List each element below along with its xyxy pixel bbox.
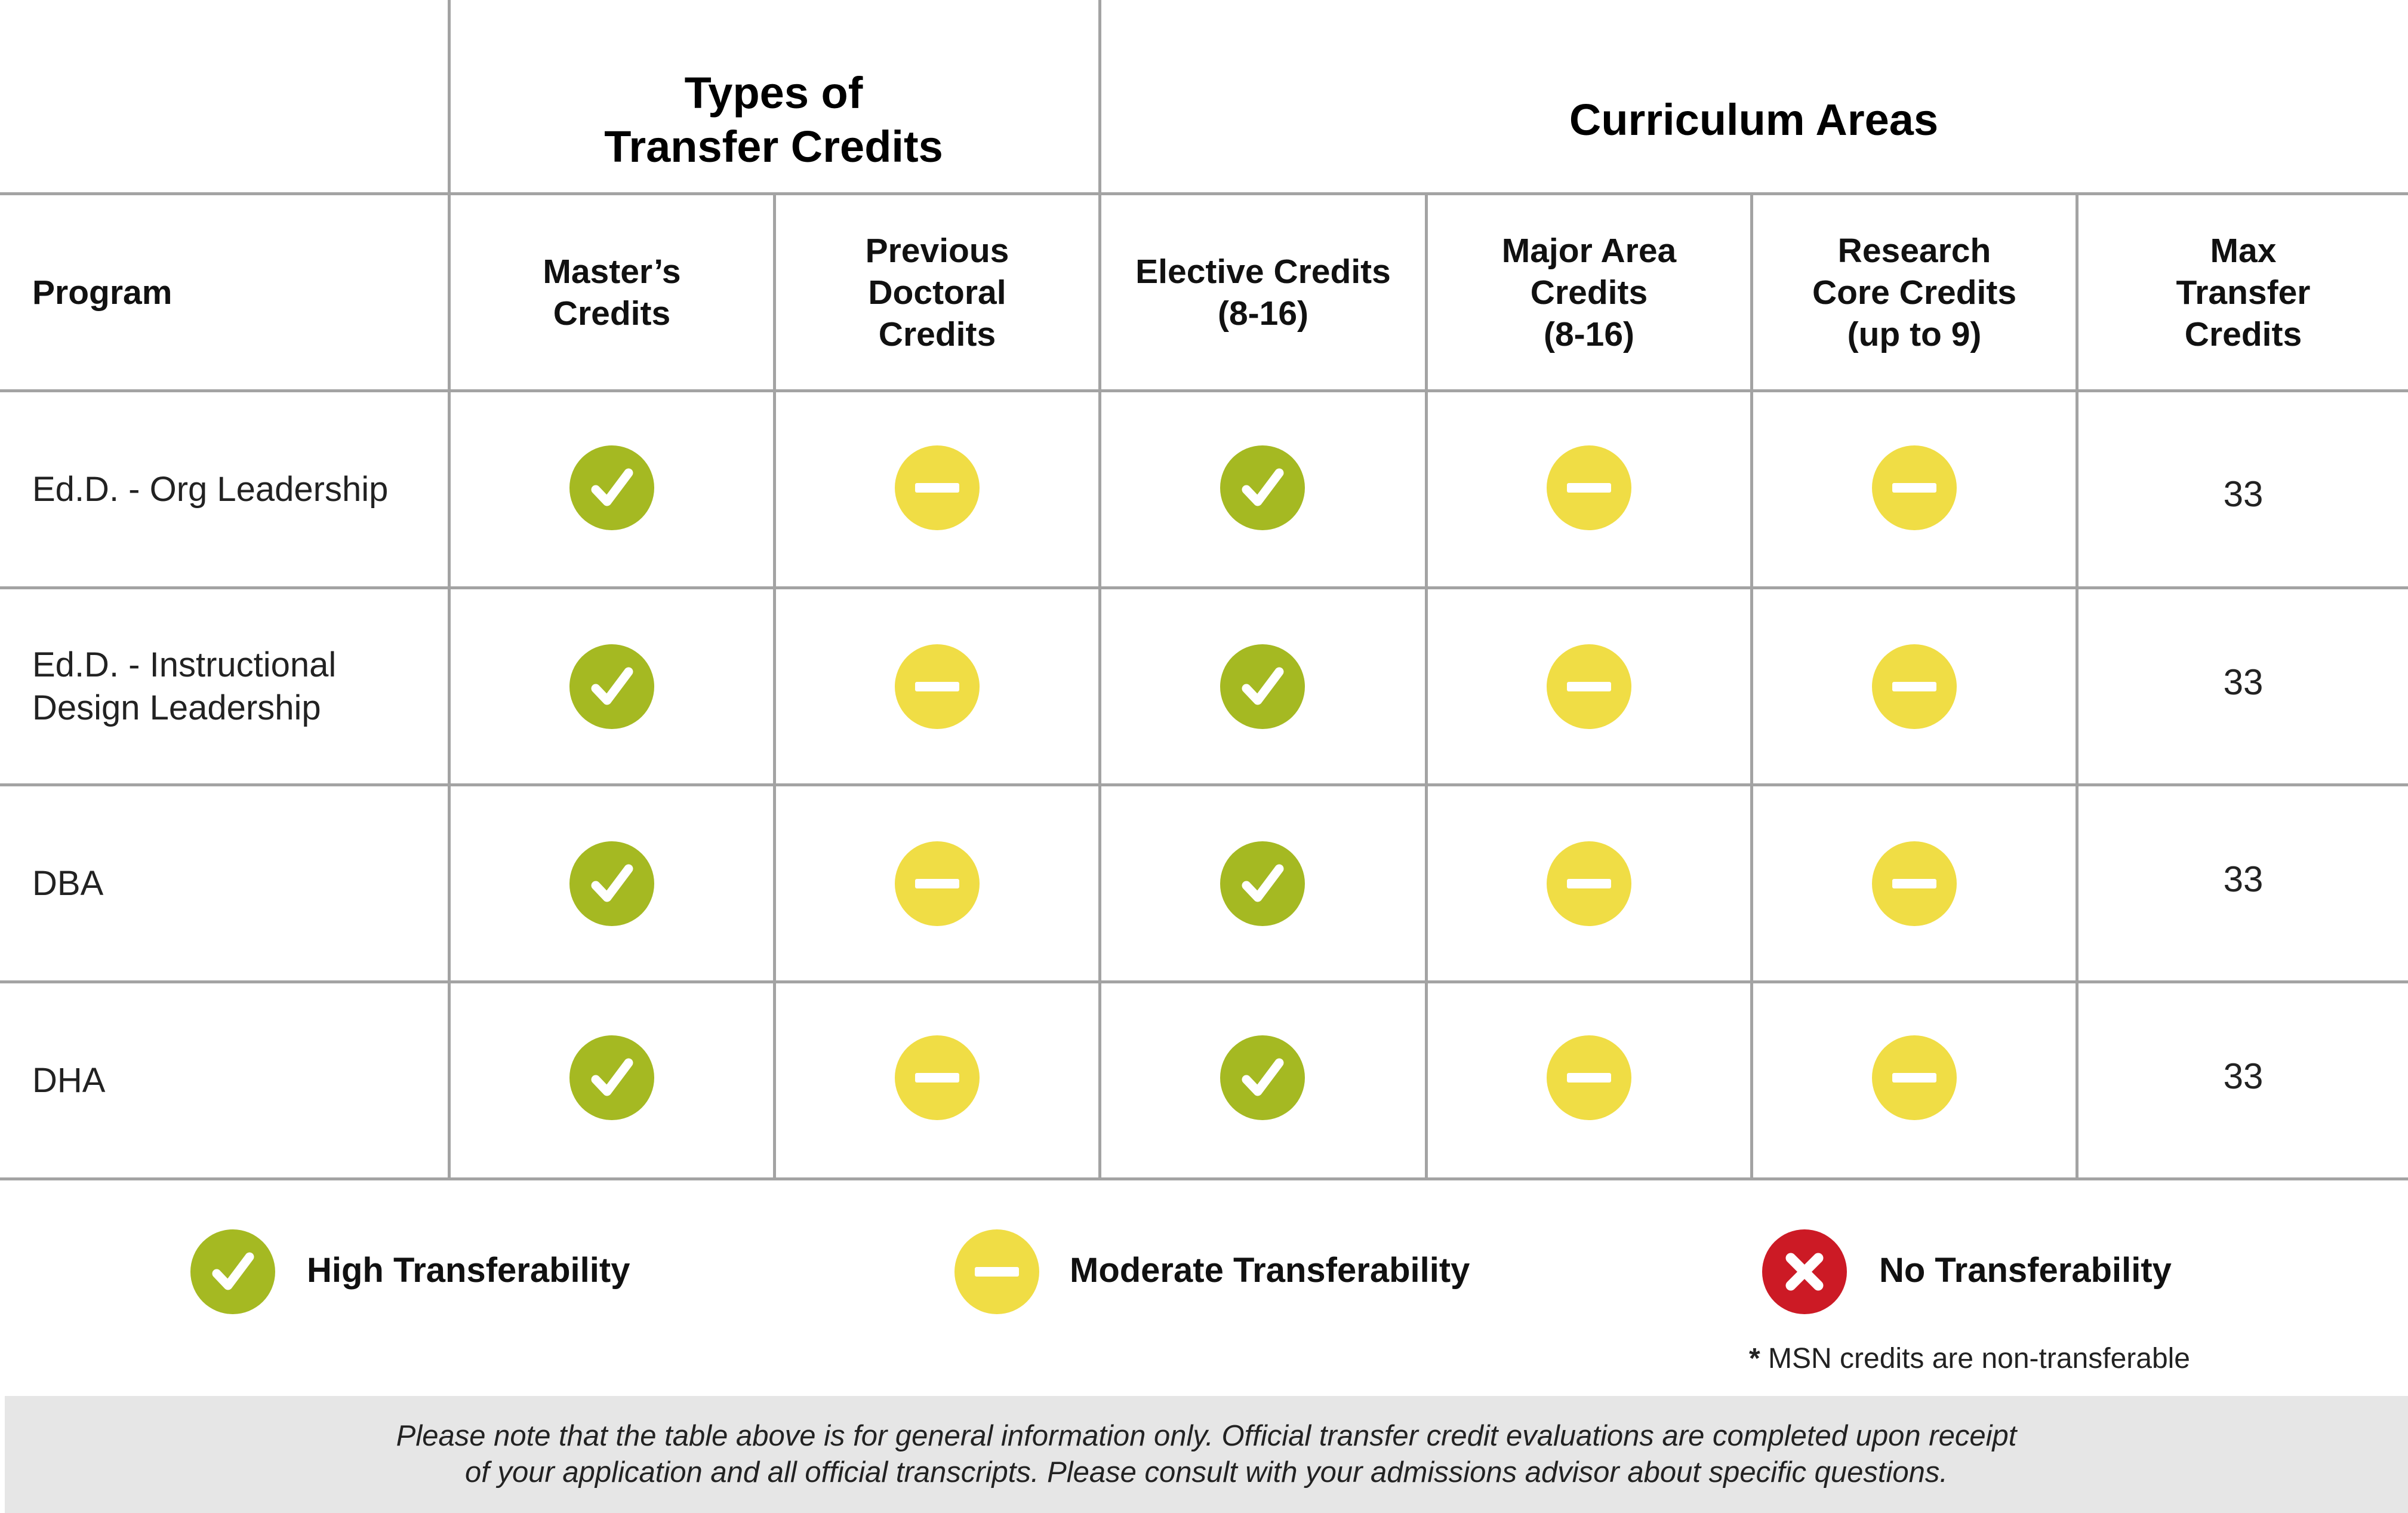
minus-icon [1872,644,1957,729]
minus-icon [1547,841,1631,926]
grid-line [0,586,2408,589]
minus-icon [1547,644,1631,729]
check-icon [569,644,654,729]
grid-line [1098,0,1101,1180]
grid-line [0,389,2408,392]
program-name: DBA [32,863,104,903]
column-header-major-area: Major Area Credits (8-16) [1501,231,1677,353]
check-icon [1220,841,1305,926]
minus-icon [1547,1035,1631,1120]
minus-icon [1547,445,1631,530]
column-header-elective: Elective Credits (8-16) [1135,252,1391,333]
program-name: Ed.D. - Instructional Design Leadership [32,645,337,727]
minus-icon [1872,1035,1957,1120]
disclaimer-text: Please note that the table above is for … [396,1420,2017,1489]
grid-line [448,0,451,1180]
program-name: Ed.D. - Org Leadership [32,469,389,509]
footnote-text: MSN credits are non-transferable [1760,1343,2190,1374]
group-heading-types: Types of Transfer Credits [604,68,943,171]
column-header-max-transfer: Max Transfer Credits [2176,231,2311,353]
grid-line [0,192,2408,195]
grid-line [2076,192,2078,1180]
legend-label-high: High Transferability [307,1251,630,1290]
minus-icon [895,1035,980,1120]
minus-icon [895,644,980,729]
check-icon [1220,1035,1305,1120]
legend-label-moderate: Moderate Transferability [1070,1251,1470,1290]
check-icon [569,841,654,926]
check-icon [569,445,654,530]
check-icon [190,1229,275,1314]
grid-line [0,783,2408,786]
x-icon [1762,1229,1847,1314]
column-header-program: Program [32,273,173,312]
column-header-previous-doctoral: Previous Doctoral Credits [865,231,1009,353]
check-icon [1220,644,1305,729]
footnote: * MSN credits are non-transferable [1749,1342,2190,1375]
grid-line [1425,192,1428,1180]
minus-icon [895,445,980,530]
check-icon [569,1035,654,1120]
grid-line [773,192,776,1180]
max-transfer-value: 33 [2223,473,2264,514]
grid-line [0,1177,2408,1180]
minus-icon [1872,445,1957,530]
max-transfer-value: 33 [2223,662,2264,702]
grid-line [1750,192,1753,1180]
disclaimer-band: Please note that the table above is for … [5,1396,2408,1513]
group-heading-curriculum: Curriculum Areas [1569,95,1939,144]
minus-icon [895,841,980,926]
program-name: DHA [32,1060,106,1100]
column-header-research-core: Research Core Credits (up to 9) [1812,231,2017,353]
check-icon [1220,445,1305,530]
grid-line [0,980,2408,983]
legend-label-none: No Transferability [1879,1251,2172,1290]
column-header-masters: Master’s Credits [543,252,681,333]
max-transfer-value: 33 [2223,1056,2264,1096]
minus-icon [954,1229,1039,1314]
minus-icon [1872,841,1957,926]
footnote-asterisk: * [1749,1343,1760,1374]
max-transfer-value: 33 [2223,859,2264,899]
